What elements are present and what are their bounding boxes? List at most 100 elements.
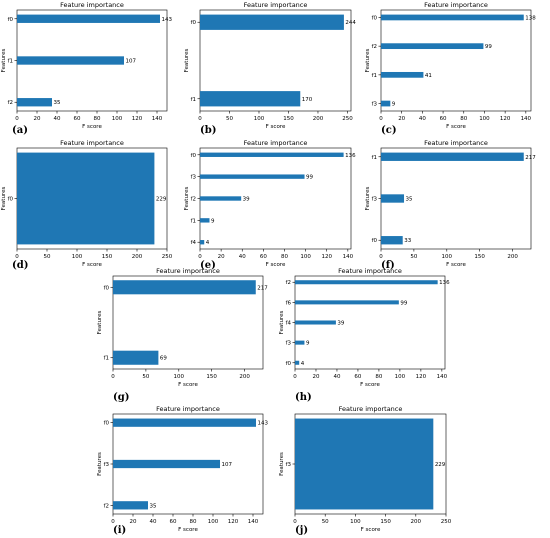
y-tick-label: f3 bbox=[372, 102, 378, 108]
bar-value-label: 143 bbox=[162, 17, 173, 23]
bar-value-label: 9 bbox=[211, 218, 215, 224]
chart-panel-c: Feature importance 0 20 40 60 80 100 120 140 F sc… bbox=[365, 1, 536, 136]
x-axis-label: F score bbox=[266, 262, 286, 268]
y-tick-label: f1 bbox=[372, 73, 377, 79]
chart-title: Feature importance bbox=[244, 139, 308, 147]
panel-letter: (f) bbox=[381, 260, 395, 271]
x-tick-label: 60 bbox=[170, 519, 177, 525]
bar-value-label: 35 bbox=[406, 197, 413, 203]
x-axis-label: F score bbox=[82, 262, 102, 268]
x-axis-label: F score bbox=[360, 382, 380, 388]
x-tick-label: 80 bbox=[460, 116, 467, 122]
y-tick-label: f2 bbox=[104, 503, 109, 509]
y-tick-label: f0 bbox=[372, 15, 378, 21]
bar-value-label: 170 bbox=[302, 97, 313, 103]
chart-title: Feature importance bbox=[424, 1, 488, 9]
x-tick-label: 80 bbox=[94, 116, 101, 122]
x-axis-label: F score bbox=[178, 527, 198, 533]
y-tick-label: f1 bbox=[191, 97, 196, 103]
bar-value-label: 39 bbox=[243, 197, 250, 203]
x-tick-label: 50 bbox=[44, 254, 51, 260]
y-tick-label: f2 bbox=[191, 197, 196, 203]
x-tick-label: 0 bbox=[111, 519, 115, 525]
x-tick-label: 80 bbox=[281, 254, 288, 260]
bar-f1 bbox=[17, 56, 124, 65]
panel-letter: (g) bbox=[113, 392, 129, 403]
bar-value-label: 35 bbox=[150, 503, 157, 509]
x-tick-label: 200 bbox=[239, 374, 250, 380]
bar-f0 bbox=[17, 152, 155, 245]
y-tick-label: f4 bbox=[286, 321, 292, 327]
y-axis-label: Features bbox=[97, 452, 103, 476]
y-tick-label: f1 bbox=[8, 59, 13, 65]
x-tick-label: 0 bbox=[15, 254, 19, 260]
x-tick-label: 120 bbox=[228, 519, 239, 525]
y-tick-label: f0 bbox=[8, 17, 14, 23]
x-tick-label: 100 bbox=[72, 254, 83, 260]
y-axis-label: Features bbox=[279, 311, 285, 335]
x-tick-label: 120 bbox=[500, 116, 511, 122]
bar-value-label: 136 bbox=[439, 280, 450, 286]
x-tick-label: 50 bbox=[410, 254, 417, 260]
chart-title: Feature importance bbox=[60, 1, 124, 9]
bar-value-label: 4 bbox=[301, 361, 305, 367]
panel-letter: (b) bbox=[200, 125, 216, 136]
x-tick-label: 100 bbox=[112, 116, 123, 122]
y-tick-label: f6 bbox=[286, 300, 292, 306]
x-tick-label: 120 bbox=[132, 116, 143, 122]
x-tick-label: 20 bbox=[218, 254, 225, 260]
chart-panel-e: Feature importance 0 20 40 60 80 100 120 140 F sc… bbox=[184, 139, 356, 271]
y-tick-label: f3 bbox=[372, 197, 378, 203]
y-tick-label: f0 bbox=[191, 20, 197, 26]
x-tick-label: 100 bbox=[350, 519, 361, 525]
x-tick-label: 0 bbox=[111, 374, 115, 380]
x-axis-label: F score bbox=[446, 124, 466, 130]
panel-letter: (a) bbox=[12, 125, 28, 136]
chart-panel-h: Feature importance 0 20 40 60 80 100 120 140 F sc… bbox=[279, 267, 450, 403]
y-tick-label: f0 bbox=[104, 285, 110, 291]
bar-f1 bbox=[381, 152, 524, 161]
x-tick-label: 40 bbox=[419, 116, 426, 122]
bar-f1 bbox=[113, 350, 159, 365]
y-tick-label: f0 bbox=[286, 361, 292, 367]
x-axis-label: F score bbox=[266, 124, 286, 130]
bar-f0 bbox=[113, 418, 256, 427]
x-tick-label: 0 bbox=[198, 254, 202, 260]
chart-panel-b: Feature importance 0 50 100 150 200 250 F score… bbox=[184, 1, 356, 136]
x-tick-label: 20 bbox=[34, 116, 41, 122]
bar-value-label: 229 bbox=[156, 197, 167, 203]
x-tick-label: 20 bbox=[398, 116, 405, 122]
chart-title: Feature importance bbox=[60, 139, 124, 147]
x-tick-label: 60 bbox=[440, 116, 447, 122]
x-tick-label: 250 bbox=[162, 254, 173, 260]
x-tick-label: 0 bbox=[293, 374, 297, 380]
y-tick-label: f3 bbox=[286, 462, 292, 468]
x-tick-label: 100 bbox=[395, 374, 406, 380]
x-tick-label: 40 bbox=[150, 519, 157, 525]
bar-f0 bbox=[381, 14, 524, 21]
x-tick-label: 120 bbox=[321, 254, 332, 260]
bar-value-label: 99 bbox=[400, 300, 407, 306]
panel-letter: (e) bbox=[200, 260, 216, 271]
x-tick-label: 140 bbox=[521, 116, 532, 122]
x-tick-label: 200 bbox=[313, 116, 324, 122]
chart-panel-a: Feature importance 0 20 40 60 80 100 120 140 F sc… bbox=[1, 1, 172, 136]
bar-f6 bbox=[295, 300, 399, 305]
x-tick-label: 150 bbox=[380, 519, 391, 525]
bar-f0 bbox=[17, 14, 160, 23]
bar-value-label: 217 bbox=[257, 285, 268, 291]
chart-title: Feature importance bbox=[338, 267, 402, 275]
chart-title: Feature importance bbox=[156, 267, 220, 275]
bar-value-label: 107 bbox=[126, 59, 137, 65]
y-tick-label: f1 bbox=[191, 218, 196, 224]
x-tick-label: 80 bbox=[375, 374, 382, 380]
y-tick-label: f0 bbox=[372, 238, 378, 244]
bar-f4 bbox=[200, 240, 205, 245]
bar-f3 bbox=[295, 418, 434, 510]
bar-f0 bbox=[381, 236, 403, 245]
panel-letter: (j) bbox=[295, 525, 308, 536]
chart-panel-j: Feature importance 0 50 100 150 200 250 F score… bbox=[279, 405, 452, 536]
bar-value-label: 107 bbox=[222, 462, 233, 468]
x-tick-label: 0 bbox=[379, 254, 383, 260]
y-tick-label: f2 bbox=[286, 280, 291, 286]
